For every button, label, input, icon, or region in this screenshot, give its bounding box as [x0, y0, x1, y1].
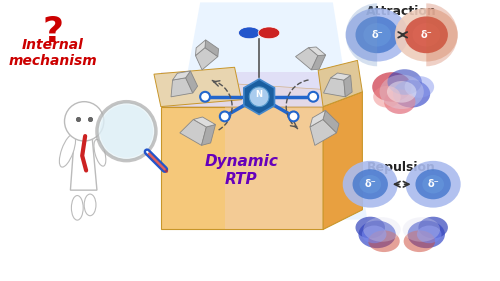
Ellipse shape: [416, 169, 451, 199]
Ellipse shape: [356, 217, 385, 238]
Ellipse shape: [352, 169, 388, 199]
Circle shape: [220, 112, 230, 121]
Text: Internal
mechanism: Internal mechanism: [8, 38, 97, 68]
Polygon shape: [194, 117, 216, 127]
Circle shape: [100, 105, 153, 158]
Polygon shape: [70, 136, 97, 190]
Ellipse shape: [404, 230, 435, 252]
Ellipse shape: [364, 217, 401, 242]
Polygon shape: [312, 55, 326, 70]
Text: δ⁻: δ⁻: [420, 30, 432, 40]
Circle shape: [308, 92, 318, 102]
Text: δ⁻: δ⁻: [364, 179, 376, 189]
Polygon shape: [323, 92, 362, 230]
Ellipse shape: [408, 221, 445, 248]
Ellipse shape: [60, 135, 76, 167]
Polygon shape: [161, 2, 368, 220]
Text: Dynamic
RTP: Dynamic RTP: [204, 154, 279, 187]
Polygon shape: [310, 110, 326, 127]
Text: ?: ?: [42, 15, 63, 49]
Polygon shape: [161, 72, 323, 106]
Polygon shape: [196, 48, 218, 70]
Polygon shape: [154, 67, 242, 106]
Ellipse shape: [417, 226, 442, 243]
Polygon shape: [344, 75, 352, 97]
Polygon shape: [308, 47, 326, 56]
Polygon shape: [196, 40, 205, 56]
Text: δ⁻: δ⁻: [371, 30, 383, 40]
Ellipse shape: [372, 72, 412, 102]
Polygon shape: [330, 73, 350, 80]
Circle shape: [200, 92, 210, 102]
Ellipse shape: [402, 217, 440, 242]
Ellipse shape: [384, 89, 416, 114]
Ellipse shape: [364, 23, 391, 47]
Ellipse shape: [360, 175, 381, 193]
Polygon shape: [224, 106, 323, 230]
Polygon shape: [172, 71, 190, 80]
Ellipse shape: [404, 17, 448, 53]
Text: Repulsion: Repulsion: [368, 161, 436, 174]
Ellipse shape: [388, 69, 422, 95]
Polygon shape: [186, 71, 198, 93]
Polygon shape: [324, 78, 345, 97]
Polygon shape: [205, 40, 218, 56]
Polygon shape: [318, 60, 362, 106]
Ellipse shape: [342, 161, 398, 208]
Ellipse shape: [346, 8, 408, 62]
Ellipse shape: [84, 194, 96, 216]
Ellipse shape: [72, 196, 83, 220]
Text: Attraction: Attraction: [366, 5, 437, 18]
Ellipse shape: [368, 230, 400, 252]
Polygon shape: [161, 82, 362, 106]
Polygon shape: [202, 124, 215, 145]
Polygon shape: [296, 48, 318, 70]
Circle shape: [288, 112, 298, 121]
Polygon shape: [180, 119, 206, 145]
Circle shape: [97, 102, 156, 161]
Ellipse shape: [238, 27, 260, 39]
Polygon shape: [244, 79, 274, 114]
Ellipse shape: [418, 217, 448, 238]
Circle shape: [64, 102, 104, 141]
Polygon shape: [323, 110, 339, 133]
Ellipse shape: [380, 75, 424, 109]
Ellipse shape: [94, 139, 106, 166]
Ellipse shape: [404, 76, 434, 98]
Ellipse shape: [387, 81, 416, 103]
Ellipse shape: [406, 161, 460, 208]
Circle shape: [250, 87, 269, 106]
Ellipse shape: [362, 226, 386, 243]
Text: N: N: [256, 90, 262, 99]
Polygon shape: [171, 78, 193, 97]
Ellipse shape: [412, 23, 440, 47]
Ellipse shape: [358, 221, 396, 248]
Ellipse shape: [395, 8, 458, 62]
Ellipse shape: [258, 27, 280, 39]
Wedge shape: [346, 3, 377, 66]
Ellipse shape: [373, 86, 400, 108]
Polygon shape: [161, 106, 323, 230]
Ellipse shape: [393, 80, 430, 108]
Ellipse shape: [356, 17, 399, 53]
Text: δ⁻: δ⁻: [428, 179, 439, 189]
Wedge shape: [426, 3, 458, 66]
Ellipse shape: [422, 175, 444, 193]
Polygon shape: [310, 119, 336, 145]
